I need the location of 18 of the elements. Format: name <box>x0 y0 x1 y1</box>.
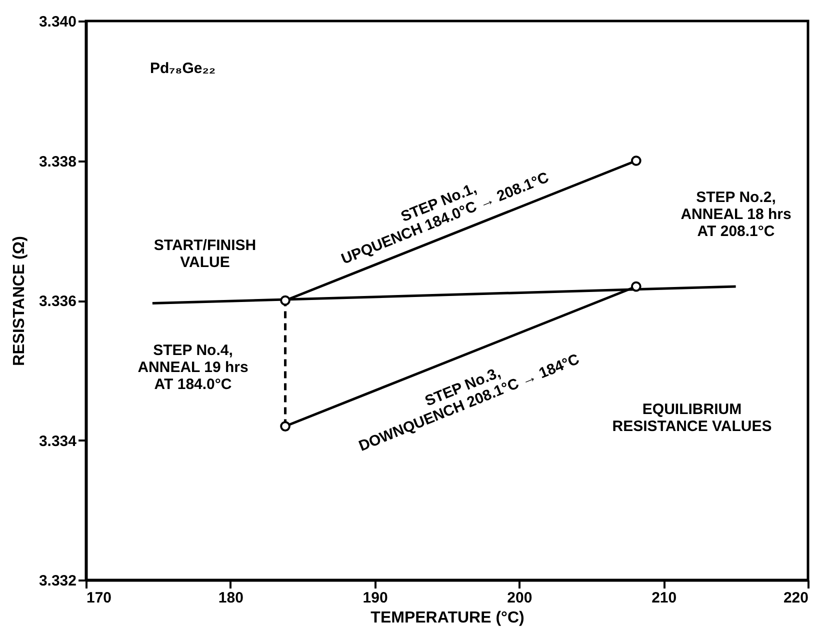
y-tick-label: 3.336 <box>38 293 76 310</box>
x-tick-label: 210 <box>652 590 677 606</box>
x-axis-title: TEMPERATURE (°C) <box>370 610 524 626</box>
y-tick-label: 3.340 <box>38 14 76 30</box>
x-tick-label: 190 <box>362 590 388 606</box>
y-tick-label: 3.332 <box>38 572 76 590</box>
annotation: START/FINISH VALUE <box>154 237 256 271</box>
annotation: STEP No.2, ANNEAL 18 hrs AT 208.1°C <box>680 189 792 240</box>
x-tick-label: 170 <box>86 590 112 606</box>
annotation: EQUILIBRIUM RESISTANCE VALUES <box>612 401 772 435</box>
annotation: STEP No.4, ANNEAL 19 hrs AT 184.0°C <box>138 342 248 393</box>
x-tick-label: 220 <box>783 590 808 606</box>
x-tick-label: 180 <box>218 590 244 606</box>
y-tick-label: 3.338 <box>38 153 76 170</box>
x-tick-label: 200 <box>507 590 532 606</box>
y-axis-title: RESISTANCE (Ω) <box>10 236 28 366</box>
annotation: Pd₇₈Ge₂₂ <box>150 60 216 77</box>
y-tick-label: 3.334 <box>38 432 78 450</box>
